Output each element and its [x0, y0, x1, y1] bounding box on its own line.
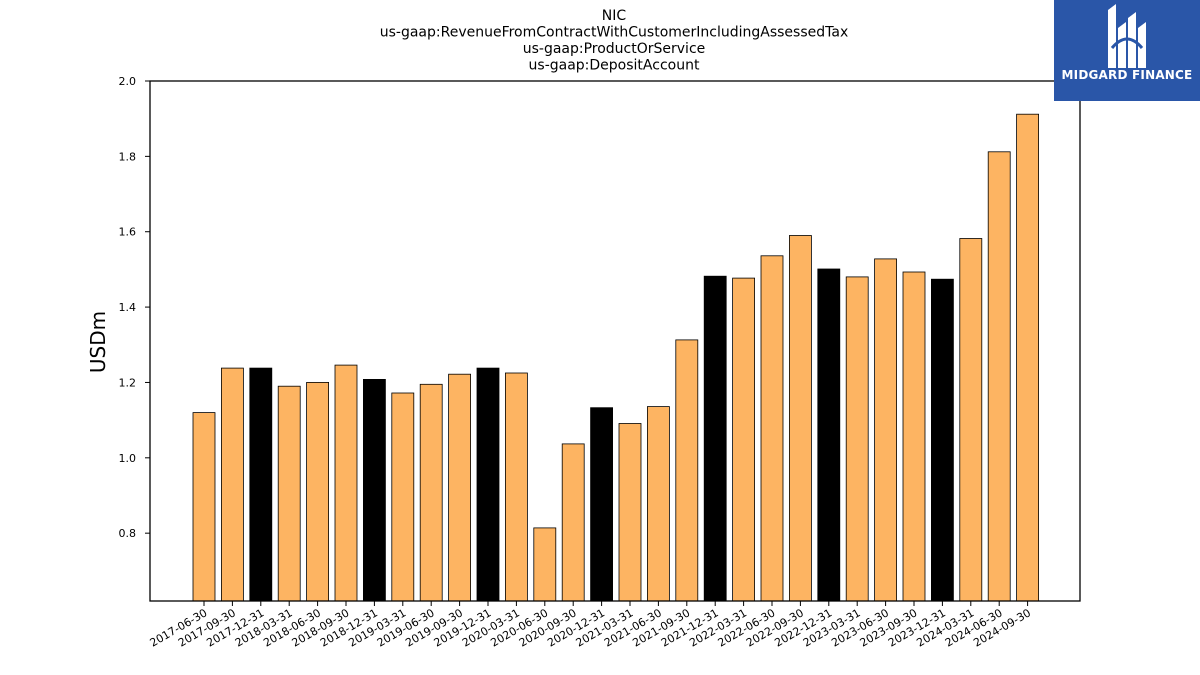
bar: [193, 413, 215, 601]
y-axis: 0.8 1.0 1.2 1.4 1.6 1.8 2.0: [119, 75, 151, 540]
y-tick-label: 1.4: [119, 301, 137, 314]
bar: [392, 393, 414, 601]
bar: [591, 408, 613, 601]
chart-title-line: us-gaap:ProductOrService: [523, 41, 706, 57]
bar: [903, 272, 925, 601]
bars: [193, 114, 1039, 601]
bar: [221, 368, 243, 601]
y-axis-label: USDm: [86, 311, 110, 373]
y-tick-label: 1.2: [119, 376, 137, 389]
bar: [278, 386, 300, 601]
bar-chart: NICus-gaap:RevenueFromContractWithCustom…: [0, 0, 1200, 675]
bar: [931, 279, 953, 601]
chart-title-line: us-gaap:RevenueFromContractWithCustomerI…: [380, 25, 849, 41]
bar: [250, 368, 272, 601]
y-tick-label: 1.0: [119, 452, 137, 465]
y-tick-label: 0.8: [119, 527, 137, 540]
bar: [477, 368, 499, 601]
chart-title-line: us-gaap:DepositAccount: [529, 58, 700, 74]
bar: [733, 278, 755, 601]
bar: [704, 276, 726, 601]
bar: [647, 407, 669, 601]
bar: [562, 444, 584, 601]
bar: [420, 384, 442, 601]
bar: [505, 373, 527, 601]
bar: [875, 259, 897, 601]
bar: [960, 239, 982, 602]
bar: [1017, 114, 1039, 601]
chart-title-line: NIC: [602, 8, 627, 24]
bar: [676, 340, 698, 601]
logo-mark-icon: [1054, 0, 1200, 70]
y-tick-label: 1.6: [119, 226, 137, 239]
bar: [761, 256, 783, 601]
y-tick-label: 1.8: [119, 150, 137, 163]
bar: [846, 277, 868, 601]
bar: [534, 528, 556, 601]
bar: [307, 382, 329, 601]
bar: [363, 379, 385, 601]
logo-text: MIDGARD FINANCE: [1054, 68, 1200, 82]
chart-title: NICus-gaap:RevenueFromContractWithCustom…: [380, 8, 849, 74]
x-axis: 2017-06-302017-09-302017-12-312018-03-31…: [148, 601, 1033, 650]
bar: [449, 374, 471, 601]
y-tick-label: 2.0: [119, 75, 137, 88]
bar: [619, 424, 641, 602]
bar: [988, 152, 1010, 601]
bar: [335, 365, 357, 601]
midgard-finance-logo: MIDGARD FINANCE: [1054, 0, 1200, 101]
bar: [789, 236, 811, 602]
bar: [818, 269, 840, 601]
